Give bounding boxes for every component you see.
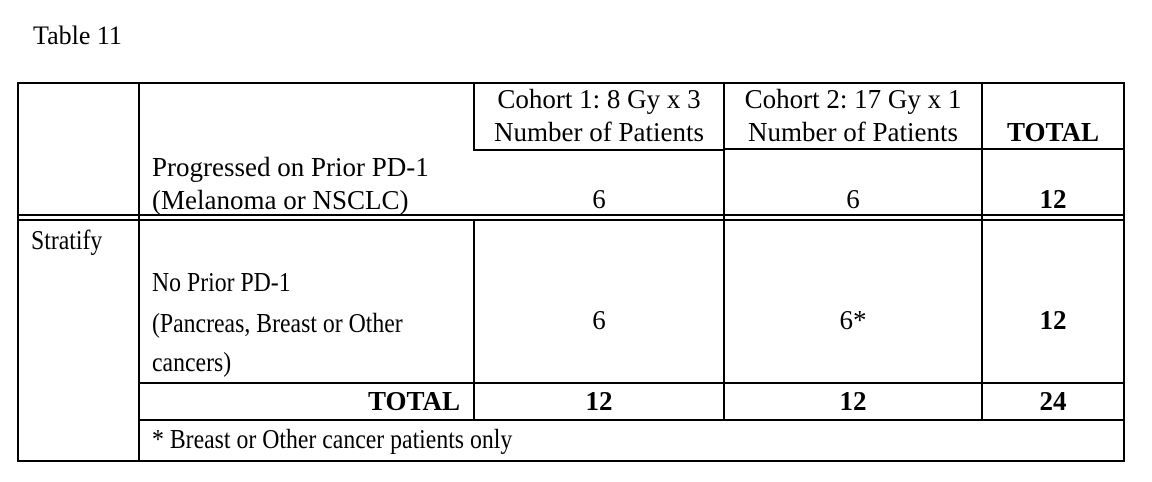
totals-label: TOTAL <box>367 386 460 416</box>
header-cohort2-line2: Number of Patients <box>748 117 958 147</box>
totals-cohort1: 12 <box>585 386 613 416</box>
row1-cohort2: 6 <box>846 184 860 214</box>
border-left <box>17 82 19 462</box>
header-total: TOTAL <box>1006 117 1100 147</box>
rule-totals-bottom <box>138 419 1125 421</box>
row2-label: No Prior PD-1 (Pancreas, Breast or Other… <box>152 262 403 380</box>
row1-label: Progressed on Prior PD-1 (Melanoma or NS… <box>152 151 429 217</box>
rule-header-right <box>723 148 1125 150</box>
header-cohort2: Cohort 2: 17 Gy x 1 Number of Patients <box>725 83 981 149</box>
row2-cohort2: 6* <box>839 305 867 335</box>
patient-table: Cohort 1: 8 Gy x 3 Number of Patients Co… <box>17 82 1125 462</box>
row2-total: 12 <box>1039 305 1067 335</box>
rule-row1-bottom-b <box>17 219 1125 221</box>
row1-total: 12 <box>1039 184 1067 214</box>
row1-label-line2: (Melanoma or NSCLC) <box>152 185 409 215</box>
rule-row1-bottom-a <box>17 214 1125 216</box>
rule-totals-top <box>138 382 1125 384</box>
row1-label-line1: Progressed on Prior PD-1 <box>152 152 429 182</box>
header-cohort1-line2: Number of Patients <box>494 117 704 147</box>
divider-label-cohort1-header <box>473 82 475 150</box>
row2-cohort1: 6 <box>592 305 606 335</box>
divider-cohort1-cohort2 <box>723 82 725 420</box>
divider-stratify <box>138 82 140 462</box>
border-bottom <box>17 460 1125 462</box>
row2-label-line2: (Pancreas, Breast or Other <box>152 308 403 338</box>
header-cohort1: Cohort 1: 8 Gy x 3 Number of Patients <box>475 83 723 149</box>
table-caption: Table 11 <box>33 21 122 50</box>
row2-label-line1: No Prior PD-1 <box>152 267 291 297</box>
stratify-label: Stratify <box>31 225 103 255</box>
divider-cohort2-total <box>981 82 983 420</box>
totals-cohort2: 12 <box>839 386 867 416</box>
header-cohort1-line1: Cohort 1: 8 Gy x 3 <box>497 84 701 114</box>
header-cohort2-line1: Cohort 2: 17 Gy x 1 <box>744 84 962 114</box>
table-footnote: * Breast or Other cancer patients only <box>152 424 513 454</box>
totals-total: 24 <box>1039 386 1067 416</box>
divider-label-cohort1-lower <box>473 220 475 420</box>
row2-label-line3: cancers) <box>152 347 232 377</box>
border-right <box>1123 82 1125 462</box>
row1-cohort1: 6 <box>592 184 606 214</box>
border-top <box>17 82 1125 84</box>
rule-header-cohorts <box>473 149 725 151</box>
